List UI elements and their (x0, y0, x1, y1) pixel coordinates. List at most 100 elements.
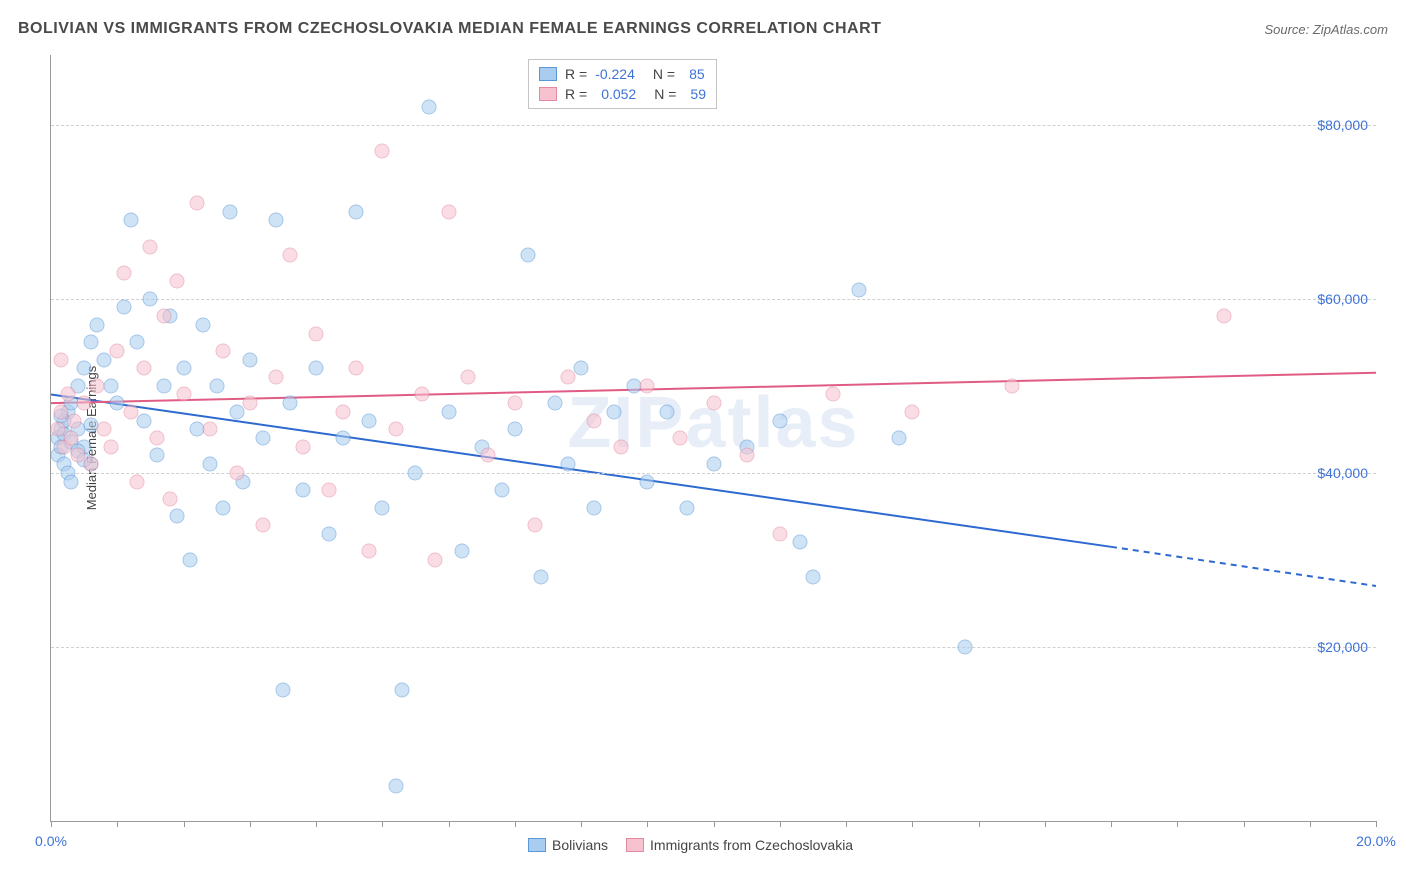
scatter-point-bolivians (388, 779, 403, 794)
scatter-point-czech (77, 396, 92, 411)
legend-swatch-czech (626, 838, 644, 852)
scatter-point-czech (295, 439, 310, 454)
trendlines-layer (51, 55, 1376, 821)
x-tick (1244, 821, 1245, 827)
x-tick (780, 821, 781, 827)
scatter-point-czech (269, 370, 284, 385)
scatter-point-bolivians (203, 457, 218, 472)
correlation-legend: R = -0.224 N = 85 R = 0.052 N = 59 (528, 59, 717, 109)
n-value-bolivians: 85 (689, 64, 705, 84)
x-tick (1376, 821, 1377, 827)
source-prefix: Source: (1264, 22, 1312, 37)
scatter-point-bolivians (156, 378, 171, 393)
scatter-point-bolivians (587, 500, 602, 515)
scatter-point-czech (481, 448, 496, 463)
r-value-bolivians: -0.224 (595, 64, 635, 84)
scatter-point-czech (63, 431, 78, 446)
scatter-point-czech (322, 483, 337, 498)
scatter-point-bolivians (269, 213, 284, 228)
scatter-point-czech (640, 378, 655, 393)
scatter-point-bolivians (640, 474, 655, 489)
scatter-point-bolivians (90, 317, 105, 332)
scatter-point-czech (905, 404, 920, 419)
scatter-point-czech (309, 326, 324, 341)
scatter-point-czech (110, 343, 125, 358)
x-tick (912, 821, 913, 827)
scatter-point-bolivians (116, 300, 131, 315)
x-tick (1111, 821, 1112, 827)
scatter-point-czech (772, 526, 787, 541)
scatter-point-bolivians (136, 413, 151, 428)
legend-item-czech: Immigrants from Czechoslovakia (626, 837, 853, 853)
scatter-point-bolivians (607, 404, 622, 419)
n-label: N = (653, 64, 675, 84)
scatter-point-bolivians (216, 500, 231, 515)
scatter-point-czech (242, 396, 257, 411)
scatter-point-czech (706, 396, 721, 411)
scatter-point-bolivians (507, 422, 522, 437)
scatter-point-czech (527, 518, 542, 533)
scatter-point-bolivians (362, 413, 377, 428)
x-tick (117, 821, 118, 827)
scatter-point-bolivians (454, 544, 469, 559)
scatter-point-bolivians (706, 457, 721, 472)
x-tick (382, 821, 383, 827)
legend-swatch-bolivians (539, 67, 557, 81)
scatter-point-bolivians (441, 404, 456, 419)
scatter-point-bolivians (295, 483, 310, 498)
scatter-point-bolivians (196, 317, 211, 332)
x-tick-label: 0.0% (35, 833, 67, 849)
scatter-point-bolivians (534, 570, 549, 585)
scatter-point-bolivians (408, 465, 423, 480)
x-tick (581, 821, 582, 827)
scatter-point-czech (348, 361, 363, 376)
scatter-point-bolivians (348, 204, 363, 219)
scatter-point-bolivians (547, 396, 562, 411)
scatter-point-czech (103, 439, 118, 454)
scatter-point-bolivians (229, 404, 244, 419)
scatter-point-bolivians (103, 378, 118, 393)
r-label: R = (565, 84, 587, 104)
scatter-point-czech (507, 396, 522, 411)
legend-swatch-czech (539, 87, 557, 101)
y-tick-label: $80,000 (1317, 117, 1368, 133)
scatter-point-bolivians (169, 509, 184, 524)
x-tick (647, 821, 648, 827)
legend-item-bolivians: Bolivians (528, 837, 608, 853)
scatter-point-bolivians (335, 431, 350, 446)
watermark-text: ZIPatlas (567, 382, 859, 464)
scatter-point-bolivians (242, 352, 257, 367)
scatter-point-bolivians (395, 683, 410, 698)
scatter-point-czech (375, 143, 390, 158)
gridline-horizontal (51, 473, 1376, 474)
scatter-point-bolivians (83, 335, 98, 350)
n-value-czech: 59 (690, 84, 706, 104)
x-tick (515, 821, 516, 827)
scatter-point-czech (90, 378, 105, 393)
scatter-point-bolivians (176, 361, 191, 376)
scatter-point-czech (130, 474, 145, 489)
scatter-point-czech (216, 343, 231, 358)
scatter-point-czech (163, 491, 178, 506)
scatter-point-bolivians (521, 248, 536, 263)
scatter-point-czech (67, 413, 82, 428)
scatter-point-bolivians (222, 204, 237, 219)
r-label: R = (565, 64, 587, 84)
scatter-point-bolivians (63, 474, 78, 489)
scatter-point-czech (739, 448, 754, 463)
scatter-point-czech (176, 387, 191, 402)
scatter-point-czech (825, 387, 840, 402)
scatter-point-czech (203, 422, 218, 437)
scatter-point-bolivians (375, 500, 390, 515)
x-tick (979, 821, 980, 827)
x-tick (184, 821, 185, 827)
legend-row-bolivians: R = -0.224 N = 85 (539, 64, 706, 84)
scatter-point-bolivians (282, 396, 297, 411)
chart-plot-area: ZIPatlas Median Female Earnings R = -0.2… (50, 55, 1376, 822)
legend-row-czech: R = 0.052 N = 59 (539, 84, 706, 104)
scatter-point-bolivians (209, 378, 224, 393)
scatter-point-czech (83, 457, 98, 472)
scatter-point-czech (613, 439, 628, 454)
scatter-point-czech (441, 204, 456, 219)
scatter-point-bolivians (574, 361, 589, 376)
